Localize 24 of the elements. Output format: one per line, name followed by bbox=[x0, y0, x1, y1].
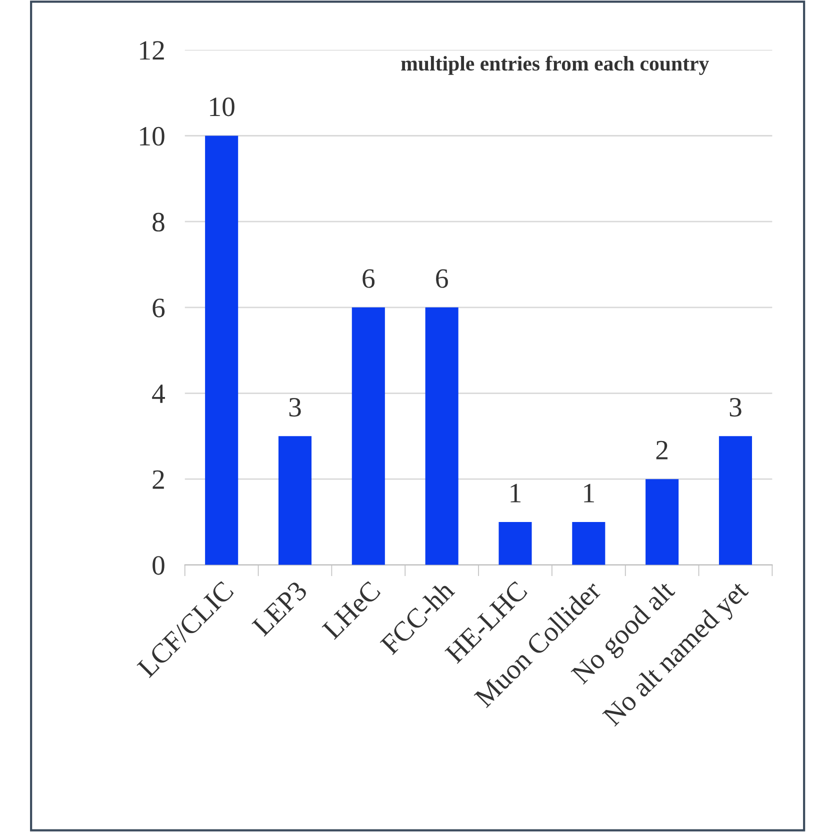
data-label: 1 bbox=[510, 484, 521, 502]
data-label: 1 bbox=[584, 484, 594, 502]
bar bbox=[498, 522, 532, 565]
data-label: 3 bbox=[730, 398, 742, 417]
y-tick-label: 0 bbox=[152, 556, 164, 575]
y-tick-label: 12 bbox=[140, 41, 164, 60]
annotation: multiple entries from each country bbox=[401, 56, 709, 75]
y-tick-label: 2 bbox=[152, 470, 164, 489]
data-label: 2 bbox=[656, 440, 668, 460]
y-tick-label: 6 bbox=[152, 298, 165, 318]
bar bbox=[646, 479, 679, 565]
data-label: 6 bbox=[362, 269, 375, 288]
y-tick-label: 4 bbox=[152, 384, 165, 403]
y-tick-label: 8 bbox=[152, 212, 164, 232]
bar bbox=[425, 307, 458, 565]
bar bbox=[718, 436, 752, 565]
data-label: 3 bbox=[289, 398, 301, 417]
bar bbox=[278, 436, 312, 565]
data-label: 10 bbox=[210, 97, 234, 116]
y-tick-label: 10 bbox=[140, 126, 164, 146]
data-label: 6 bbox=[436, 269, 448, 288]
bar bbox=[572, 522, 606, 565]
bar bbox=[352, 307, 385, 565]
bar bbox=[205, 136, 238, 565]
